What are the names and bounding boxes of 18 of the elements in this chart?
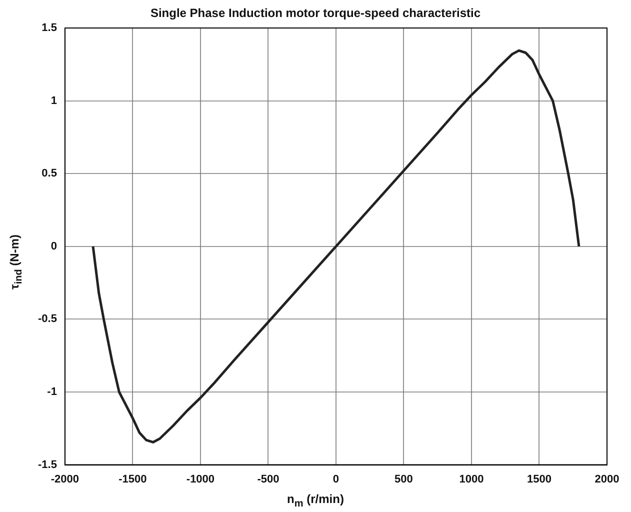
x-axis-title: n$_{m}$ (r/min) (286, 492, 345, 510)
y-tick-label: 1.5 (42, 22, 57, 34)
y-tick-label: 1 (50, 94, 57, 107)
x-tick-label: 1000 (459, 473, 484, 486)
y-tick-label: -0.5 (38, 313, 57, 326)
x-tick-label: -1500 (118, 473, 147, 486)
x-tick-label: 1500 (527, 473, 552, 486)
x-tick-label: 0 (332, 473, 340, 486)
y-tick-label: 0 (50, 240, 57, 252)
x-tick-label: -500 (257, 473, 280, 486)
x-tick-label: -1000 (186, 473, 215, 486)
y-tick-label: -1.5 (38, 458, 57, 471)
x-tick-label: -2000 (50, 473, 80, 486)
y-tick-label: -1 (47, 386, 57, 398)
x-tick-label: 2000 (594, 473, 620, 486)
y-tick-label: 0.5 (42, 168, 57, 180)
x-tick-label: 500 (394, 473, 413, 486)
chart-title: Single Phase Induction motor torque-speed characteristic (149, 6, 482, 20)
